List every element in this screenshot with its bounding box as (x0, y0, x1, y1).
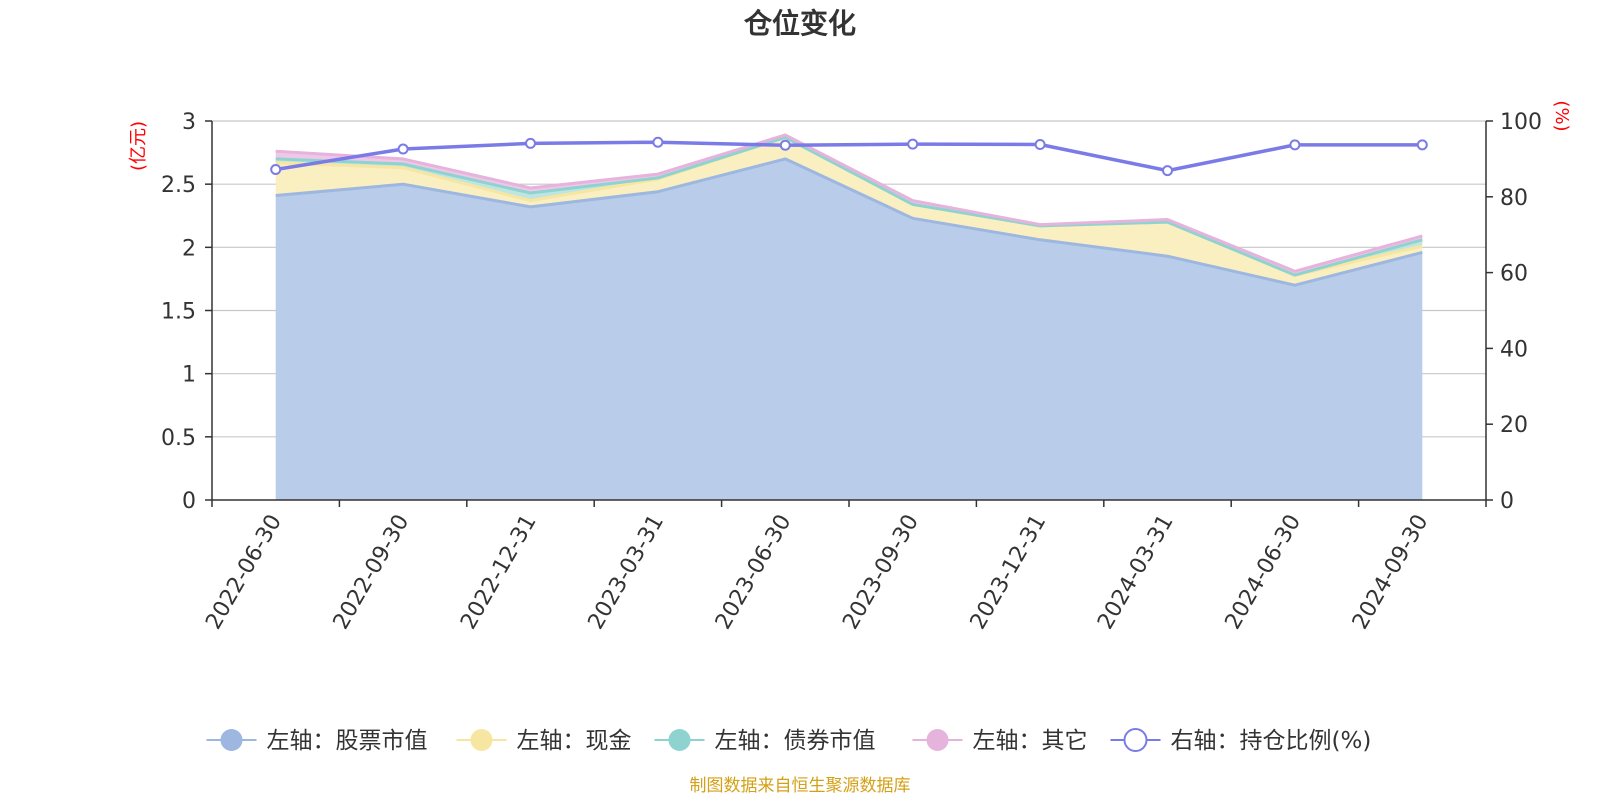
x-tick-label: 2022-12-31 (456, 511, 542, 634)
right-tick-label: 20 (1500, 413, 1528, 438)
left-tick-label: 0.5 (161, 426, 196, 451)
ratio-point (1162, 165, 1173, 177)
ratio-line (275, 140, 1423, 173)
left-tick-label: 0 (182, 489, 196, 514)
right-tick-label: 0 (1500, 489, 1514, 514)
area-line-3 (275, 133, 1423, 273)
right-tick-label: 40 (1500, 337, 1528, 362)
legend-label: 左轴：债券市值 (715, 728, 876, 754)
ratio-point (525, 137, 536, 149)
area-1 (275, 137, 1423, 286)
left-tick-label: 2 (182, 236, 196, 261)
area-series (275, 133, 1423, 500)
legend-label: 左轴：现金 (517, 728, 632, 754)
right-tick-label: 80 (1500, 186, 1528, 211)
legend-label: 右轴：持仓比例(%) (1171, 728, 1372, 754)
ratio-point (779, 139, 791, 151)
legend-marker (220, 729, 243, 751)
legend-item: 右轴：持仓比例(%) (1110, 728, 1372, 754)
legend-label: 左轴：其它 (973, 728, 1088, 754)
ratio-point (270, 164, 282, 176)
left-axis-unit: (亿元) (128, 121, 149, 171)
x-tick-label: 2022-06-30 (201, 511, 287, 634)
ratio-point (1416, 139, 1428, 151)
legend-item: 左轴：债券市值 (654, 728, 876, 754)
x-tick-label: 2023-03-31 (584, 511, 670, 634)
x-tick-label: 2024-09-30 (1348, 511, 1434, 634)
ratio-point (652, 136, 664, 148)
x-tick-label: 2023-09-30 (838, 511, 924, 634)
legend-item: 左轴：股票市值 (206, 728, 428, 754)
left-tick-label: 3 (182, 110, 196, 135)
line-series (270, 136, 1428, 177)
left-tick-label: 1 (182, 363, 196, 388)
legend-marker (470, 729, 493, 751)
right-tick-label: 60 (1500, 262, 1528, 287)
ratio-point (1289, 139, 1301, 151)
right-tick-label: 100 (1500, 110, 1542, 135)
left-tick-label: 2.5 (161, 173, 196, 198)
area-line-2 (275, 135, 1423, 277)
data-source: 制图数据来自恒生聚源数据库 (690, 776, 911, 796)
x-tick-label: 2023-06-30 (711, 511, 797, 634)
right-axis-unit: (%) (1551, 100, 1572, 131)
ratio-point (907, 138, 919, 150)
legend-marker (1123, 728, 1148, 752)
x-tick-label: 2023-12-31 (966, 511, 1052, 634)
legend-item: 左轴：现金 (456, 728, 632, 754)
legend-label: 左轴：股票市值 (267, 728, 428, 754)
ratio-point (397, 143, 409, 155)
legend-marker (668, 729, 691, 751)
x-tick-label: 2024-03-31 (1093, 511, 1179, 634)
x-tick-label: 2022-09-30 (329, 511, 415, 634)
legend-marker (926, 729, 949, 751)
ratio-point (1034, 138, 1046, 150)
x-tick-label: 2024-06-30 (1221, 511, 1307, 634)
chart-title: 仓位变化 (744, 7, 856, 40)
legend: 左轴：股票市值 左轴：现金 左轴：债券市值 左轴：其它 右轴：持仓比例(%) (206, 728, 1372, 754)
area-line-0 (275, 157, 1423, 287)
legend-item: 左轴：其它 (912, 728, 1088, 754)
area-0 (275, 158, 1423, 500)
left-tick-label: 1.5 (161, 300, 196, 325)
